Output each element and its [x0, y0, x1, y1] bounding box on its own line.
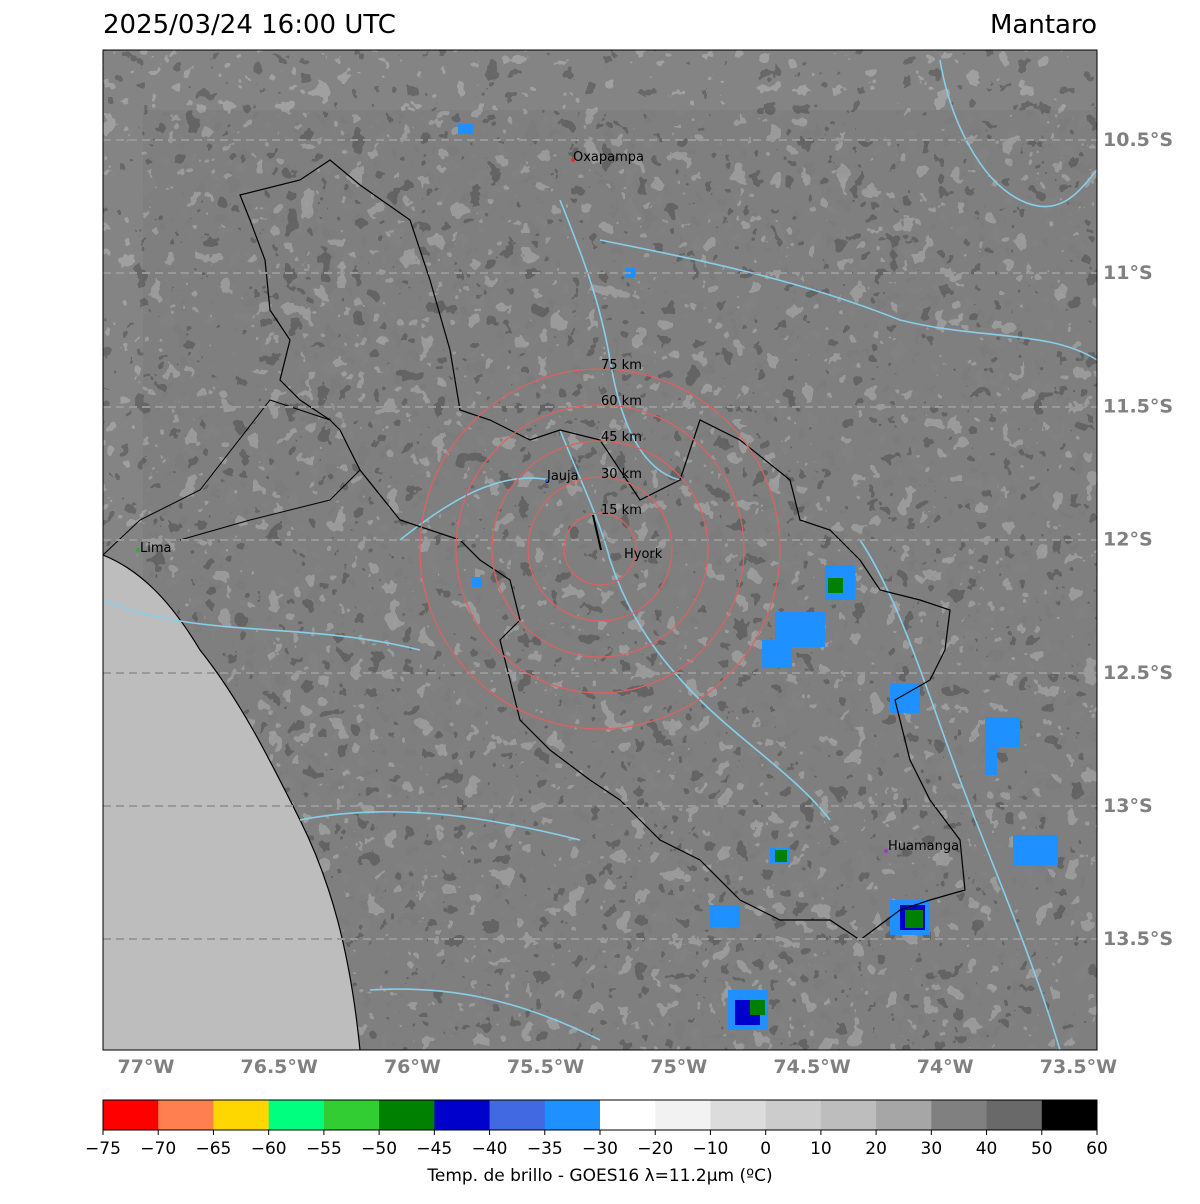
lat-label: 13°S — [1103, 795, 1153, 817]
city-label: Huamanga — [888, 839, 959, 854]
city-label: Jauja — [546, 469, 579, 484]
very-cold-clouds — [735, 578, 925, 1025]
colorbar-tick-label: 10 — [810, 1139, 832, 1159]
colorbar-tick-label: −60 — [251, 1139, 287, 1159]
coastline — [103, 554, 361, 1050]
lon-label: 73.5°W — [1040, 1056, 1117, 1078]
colorbar-tick-label: −45 — [416, 1139, 452, 1159]
city-marker — [136, 548, 140, 552]
colorbar-segment — [268, 1100, 325, 1130]
colorbar-segment — [710, 1100, 767, 1130]
colorbar-segment — [158, 1100, 214, 1130]
ocean — [103, 555, 360, 1050]
city-label: Hyork — [624, 547, 663, 562]
colorbar-segment — [379, 1100, 435, 1130]
lon-label: 74.5°W — [773, 1056, 850, 1078]
colorbar-segment — [600, 1100, 656, 1130]
colorbar-tick-label: −65 — [195, 1139, 231, 1159]
ring-label: 75 km — [601, 358, 642, 373]
colorbar-tick-label: 20 — [865, 1139, 887, 1159]
colorbar-segment — [103, 1100, 159, 1130]
lat-grid — [103, 139, 1097, 940]
lat-label: 13.5°S — [1103, 928, 1173, 950]
city-marker — [545, 479, 549, 483]
colorbar-segment — [876, 1100, 932, 1130]
city-label: Lima — [140, 541, 171, 556]
range-rings — [419, 368, 781, 730]
colorbar-tick-label: 0 — [760, 1139, 771, 1159]
lon-label: 76.5°W — [241, 1056, 318, 1078]
colorbar-segment — [434, 1100, 491, 1130]
colorbar-tick-label: −10 — [692, 1139, 728, 1159]
cold-clouds — [458, 124, 1058, 1030]
colorbar-tick-label: −30 — [582, 1139, 618, 1159]
lon-label: 74°W — [917, 1056, 974, 1078]
basin-outline — [239, 159, 966, 941]
colorbar-segment — [489, 1100, 546, 1130]
lat-label: 11°S — [1103, 262, 1153, 284]
colorbar-tick-label: −35 — [527, 1139, 563, 1159]
colorbar-tick-label: 30 — [921, 1139, 943, 1159]
colorbar-tick-label: −75 — [85, 1139, 121, 1159]
lat-label: 11.5°S — [1103, 395, 1173, 417]
colorbar-segment — [323, 1100, 380, 1130]
city-marker — [571, 158, 575, 162]
map-frame — [102, 49, 1098, 1051]
colorbar-segment — [213, 1100, 270, 1130]
lon-label: 75°W — [650, 1056, 707, 1078]
colorbar-tick-label: −55 — [306, 1139, 342, 1159]
colorbar-tick-label: 60 — [1086, 1139, 1108, 1159]
city-label: Oxapampa — [573, 150, 644, 165]
colorbar-segment — [931, 1100, 988, 1130]
ring-label: 60 km — [601, 394, 642, 409]
colorbar-segment — [986, 1100, 1043, 1130]
lat-label: 12°S — [1103, 529, 1153, 551]
colorbar-segment — [544, 1100, 601, 1130]
lon-label: 75.5°W — [507, 1056, 584, 1078]
lat-label: 10.5°S — [1103, 129, 1173, 151]
colorbar-tick-label: −40 — [472, 1139, 508, 1159]
region: Mantaro — [990, 10, 1097, 40]
map: 15 km 30 km 45 km 60 km 75 km Oxapampa J… — [103, 50, 1097, 1050]
colorbar-segment — [655, 1100, 711, 1130]
colorbar-tick-label: −70 — [140, 1139, 176, 1159]
ring-label: 15 km — [601, 503, 642, 518]
colorbar-tick-label: −20 — [637, 1139, 673, 1159]
colorbar-segment — [765, 1100, 822, 1130]
colorbar-label: Temp. de brillo - GOES16 λ=11.2μm (ºC) — [426, 1166, 772, 1186]
city-marker — [884, 849, 888, 853]
colorbar-segment — [820, 1100, 877, 1130]
lat-label: 12.5°S — [1103, 662, 1173, 684]
lon-label: 77°W — [118, 1056, 175, 1078]
colorbar-tick-label: −50 — [361, 1139, 397, 1159]
lon-label: 76°W — [384, 1056, 441, 1078]
radar-beam — [592, 514, 602, 551]
ring-label: 30 km — [601, 467, 642, 482]
ring-label: 45 km — [601, 430, 642, 445]
colorbar-tick-label: 50 — [1031, 1139, 1053, 1159]
colorbar-segment — [1041, 1100, 1098, 1130]
title: 2025/03/24 16:00 UTC — [103, 10, 396, 40]
colorbar-tick-label: 40 — [976, 1139, 998, 1159]
